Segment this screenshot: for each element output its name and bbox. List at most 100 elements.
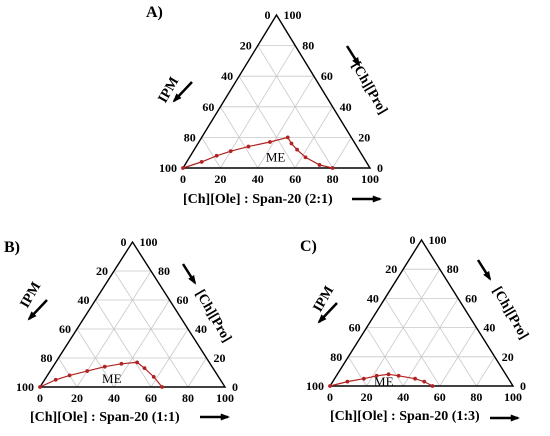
- bottom-tick-label: 60: [145, 391, 157, 405]
- phase-boundary-point: [317, 163, 322, 167]
- grid-line: [113, 299, 170, 388]
- phase-boundary-point: [246, 144, 251, 149]
- grid-line: [76, 328, 115, 388]
- phase-boundary-point: [160, 385, 165, 389]
- left-tick-label: 100: [159, 161, 177, 175]
- triangle-outline: [38, 240, 227, 388]
- left-tick-label: 40: [78, 293, 90, 307]
- grid-line: [402, 298, 459, 387]
- phase-boundary-point: [199, 159, 204, 164]
- bottom-tick-label: 80: [327, 172, 339, 186]
- phase-boundary-point: [361, 376, 366, 381]
- bottom-axis-title: [Ch][Ole] : Span-20 (1:3): [330, 409, 480, 424]
- left-tick-label: 60: [59, 322, 71, 336]
- left-axis-title: IPM: [311, 284, 338, 315]
- phase-boundary-point: [303, 155, 308, 160]
- bottom-axis-title: [Ch][Ole] : Span-20 (1:1): [30, 410, 180, 425]
- grid-line: [476, 356, 496, 387]
- grid-line: [58, 357, 78, 388]
- left-tick-label: 0: [410, 233, 416, 247]
- region-label-me: ME: [266, 149, 286, 164]
- bottom-tick-label: 100: [504, 390, 522, 404]
- panel-label: C): [300, 238, 317, 255]
- left-tick-label: 20: [240, 39, 252, 53]
- phase-boundary-point: [422, 379, 427, 384]
- left-tick-label: 80: [330, 350, 342, 364]
- phase-boundary-point: [328, 384, 332, 388]
- right-axis-title: [Ch][Pro]: [348, 59, 390, 117]
- right-tick-label: 40: [483, 321, 495, 335]
- right-tick-label: 100: [140, 235, 158, 249]
- phase-boundary-point: [430, 384, 435, 388]
- bottom-tick-label: 20: [214, 172, 226, 186]
- bottom-tick-label: 40: [252, 172, 264, 186]
- phase-boundary-point: [413, 376, 417, 381]
- triangle-outline: [181, 13, 372, 169]
- bottom-tick-label: 0: [327, 390, 333, 404]
- right-direction-arrow-head: [352, 57, 361, 67]
- bottom-tick-label: 0: [180, 172, 186, 186]
- grid-line: [257, 45, 333, 169]
- bottom-tick-label: 60: [434, 390, 446, 404]
- phase-boundary-point: [330, 166, 335, 170]
- phase-boundary-point: [151, 374, 156, 379]
- left-tick-label: 80: [41, 351, 53, 365]
- right-tick-label: 60: [177, 293, 189, 307]
- left-tick-label: 100: [306, 379, 324, 393]
- bottom-direction-arrow-head: [510, 414, 520, 422]
- phase-boundary-point: [268, 140, 272, 144]
- ternary-panel-1: 0 20 40 60 80 100 100 80 60 40 20 0 0 20 40 60 80 100 A) IP…: [146, 4, 390, 207]
- region-label-me: ME: [102, 371, 122, 386]
- bottom-tick-label: 40: [397, 390, 409, 404]
- region-label-me: ME: [374, 374, 394, 389]
- panel-label: B): [4, 239, 20, 256]
- phase-boundary-point: [181, 166, 185, 170]
- phase-boundary-point: [214, 153, 219, 158]
- left-direction-arrow-head: [172, 93, 182, 103]
- bottom-tick-label: 80: [182, 391, 194, 405]
- phase-boundary-point: [289, 141, 294, 146]
- left-tick-label: 0: [121, 235, 127, 249]
- bottom-tick-label: 60: [289, 172, 301, 186]
- right-axis-title: [Ch][Pro]: [192, 287, 234, 345]
- right-tick-label: 40: [195, 322, 207, 336]
- ternary-panel-3: 0 20 40 60 80 100 100 80 60 40 20 0 0 20 40 60 80 100 C) IP…: [300, 233, 531, 424]
- grid-line: [201, 137, 221, 169]
- grid-line: [187, 357, 207, 388]
- phase-boundary-point: [228, 149, 233, 154]
- bottom-direction-arrow-head: [372, 195, 382, 203]
- left-direction-arrow-head: [317, 314, 327, 324]
- phase-boundary-point: [142, 366, 147, 371]
- right-tick-label: 60: [465, 291, 477, 305]
- phase-boundary-line: [39, 361, 163, 388]
- phase-boundary-point: [119, 361, 124, 366]
- triangle-outline: [328, 238, 515, 387]
- left-tick-label: 60: [349, 321, 361, 335]
- right-tick-label: 80: [158, 264, 170, 278]
- right-tick-label: 0: [377, 161, 383, 175]
- phase-boundary-line: [182, 136, 333, 169]
- left-tick-label: 60: [202, 100, 214, 114]
- grid-line: [347, 356, 367, 387]
- left-axis-title: IPM: [156, 75, 183, 106]
- bottom-tick-label: 20: [71, 391, 83, 405]
- right-tick-label: 20: [358, 130, 370, 144]
- grid-line: [384, 298, 441, 387]
- phase-boundary-point: [53, 377, 58, 382]
- bottom-tick-label: 0: [37, 391, 43, 405]
- phase-boundary-point: [386, 372, 391, 377]
- right-tick-label: 100: [284, 8, 302, 22]
- panel-label: A): [146, 4, 163, 21]
- grid-line: [113, 270, 189, 388]
- bottom-direction-arrow-head: [220, 413, 230, 421]
- phase-boundary-point: [38, 385, 42, 389]
- right-direction-arrow-head: [483, 271, 492, 281]
- phase-boundary-point: [396, 373, 401, 378]
- phase-boundary-point: [135, 360, 140, 365]
- phase-boundary-point: [102, 364, 107, 369]
- left-tick-label: 100: [16, 380, 34, 394]
- left-tick-label: 20: [385, 262, 397, 276]
- right-tick-label: 100: [429, 233, 447, 247]
